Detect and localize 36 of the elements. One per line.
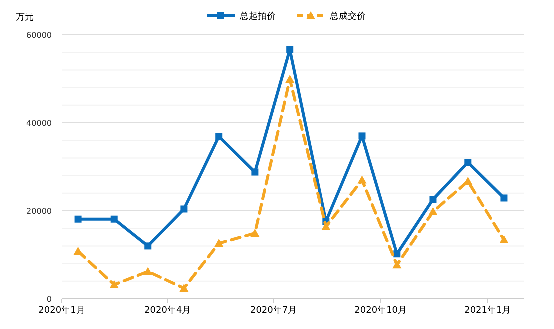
y-tick-label: 20000 bbox=[26, 206, 52, 216]
point bbox=[500, 194, 508, 202]
legend-label: 总起拍价 bbox=[239, 11, 276, 22]
point bbox=[358, 176, 367, 184]
x-tick-label: 2021年1月 bbox=[464, 305, 512, 316]
point bbox=[180, 206, 188, 213]
point bbox=[500, 236, 509, 244]
point bbox=[110, 216, 118, 223]
point bbox=[216, 133, 223, 140]
point bbox=[180, 284, 189, 292]
point bbox=[322, 222, 331, 230]
y-tick-label: 60000 bbox=[26, 30, 52, 40]
x-tick-label: 2020年10月 bbox=[354, 305, 408, 316]
point bbox=[110, 280, 119, 288]
y-tick-label: 0 bbox=[46, 294, 52, 304]
point bbox=[392, 260, 402, 269]
point bbox=[428, 207, 438, 216]
x-tick-label: 2020年1月 bbox=[38, 305, 86, 316]
point bbox=[74, 216, 82, 223]
point bbox=[144, 267, 153, 276]
point bbox=[74, 246, 83, 255]
legend-label: 总成交价 bbox=[329, 11, 366, 22]
y-axis-title: 万元 bbox=[16, 12, 34, 23]
x-tick-label: 2020年7月 bbox=[250, 305, 298, 316]
point bbox=[464, 159, 472, 166]
point bbox=[252, 168, 259, 176]
point bbox=[286, 46, 294, 54]
point bbox=[144, 242, 152, 250]
point bbox=[430, 196, 437, 204]
y-tick-label: 40000 bbox=[26, 118, 52, 128]
point bbox=[250, 228, 260, 237]
point bbox=[214, 239, 224, 248]
point bbox=[358, 132, 366, 140]
x-tick-label: 2020年4月 bbox=[144, 305, 192, 316]
point bbox=[286, 74, 295, 83]
point bbox=[394, 250, 401, 258]
